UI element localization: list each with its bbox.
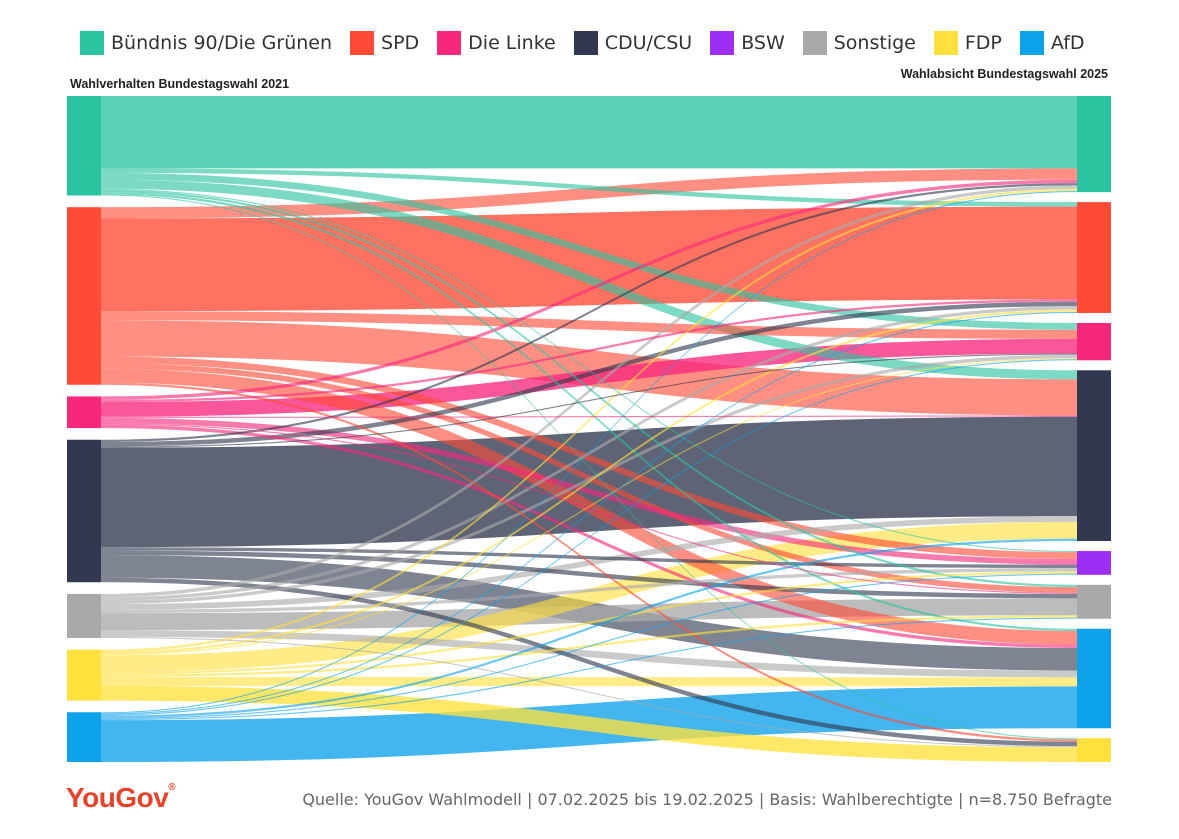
legend-label: Sonstige xyxy=(833,32,916,54)
legend-item-spd: SPD xyxy=(350,31,419,55)
registered-mark-icon: ® xyxy=(168,782,176,793)
sankey-nodes xyxy=(67,96,1111,762)
legend-swatch xyxy=(1019,31,1044,55)
flow-sonstige-to-buendnis-90-die-gruenen xyxy=(101,185,1077,598)
flow-afd-to-buendnis-90-die-gruenen xyxy=(101,190,1077,714)
flow-afd-to-spd xyxy=(101,311,1077,715)
flow-spd-to-die-linke xyxy=(101,311,1077,339)
flow-buendnis-90-die-gruenen-to-afd xyxy=(101,192,1077,631)
flow-buendnis-90-die-gruenen-to-bsw xyxy=(101,188,1077,553)
left-node-spd xyxy=(67,207,101,385)
flow-sonstige-to-spd xyxy=(101,306,1077,601)
right-node-afd xyxy=(1077,628,1111,729)
legend-swatch xyxy=(437,31,462,55)
legend-label: CDU/CSU xyxy=(604,32,693,54)
left-axis-title: Wahlverhalten Bundestagswahl 2021 xyxy=(70,77,290,91)
flow-die-linke-to-afd xyxy=(101,424,1077,648)
flow-fdp-to-spd xyxy=(101,309,1077,655)
flow-die-linke-to-buendnis-90-die-gruenen xyxy=(101,179,1077,400)
left-node-die-linke xyxy=(67,396,101,429)
flow-spd-to-fdp xyxy=(101,382,1077,742)
yougov-logo: YouGov® xyxy=(66,782,176,814)
left-node-afd xyxy=(67,712,101,762)
flow-buendnis-90-die-gruenen-to-sonstige xyxy=(101,189,1077,588)
brand-text: YouGov xyxy=(66,782,169,813)
flow-fdp-to-buendnis-90-die-gruenen xyxy=(101,188,1077,652)
flow-die-linke-to-spd xyxy=(101,299,1077,403)
legend-label: SPD xyxy=(381,32,420,54)
right-node-sonstige xyxy=(1077,584,1111,619)
right-axis-title: Wahlabsicht Bundestagswahl 2025 xyxy=(900,67,1108,81)
flow-sonstige-to-afd xyxy=(101,630,1077,678)
left-node-buendnis-90-die-gruenen xyxy=(67,96,101,196)
legend-swatch xyxy=(350,31,375,55)
left-node-sonstige xyxy=(67,593,101,639)
flow-afd-to-die-linke xyxy=(101,359,1077,716)
legend-item-afd: AfD xyxy=(1019,31,1085,55)
legend-item-fdp: FDP xyxy=(933,31,1002,55)
right-node-buendnis-90-die-gruenen xyxy=(1077,96,1111,193)
flow-spd-to-bsw xyxy=(101,356,1077,559)
legend-label: Bündnis 90/Die Grünen xyxy=(111,32,333,54)
right-node-bsw xyxy=(1077,551,1111,575)
flow-cdu-csu-to-spd xyxy=(101,301,1077,447)
flow-fdp-to-die-linke xyxy=(101,358,1077,656)
left-node-fdp xyxy=(67,649,101,701)
flow-die-linke-to-bsw xyxy=(101,417,1077,565)
flow-afd-to-bsw xyxy=(101,573,1077,720)
legend-label: BSW xyxy=(741,32,785,54)
legend-item-bsw: BSW xyxy=(710,31,785,55)
flow-die-linke-to-sonstige xyxy=(101,423,1077,594)
right-node-die-linke xyxy=(1077,322,1111,361)
legend-swatch xyxy=(80,31,104,55)
flow-spd-to-cdu-csu xyxy=(101,320,1077,416)
flow-fdp-to-fdp xyxy=(101,685,1077,762)
sankey-links xyxy=(101,96,1077,762)
flow-fdp-to-afd xyxy=(101,676,1077,687)
flow-die-linke-to-cdu-csu xyxy=(101,415,1077,418)
flow-sonstige-to-bsw xyxy=(101,568,1077,614)
flow-cdu-csu-to-buendnis-90-die-gruenen xyxy=(101,183,1077,443)
legend-item-die-linke: Die Linke xyxy=(437,31,556,55)
flow-buendnis-90-die-gruenen-to-spd xyxy=(101,168,1077,207)
legend-item-buendnis-90-die-gruenen: Bündnis 90/Die Grünen xyxy=(80,31,332,55)
flow-sonstige-to-fdp xyxy=(101,636,1077,748)
source-note: Quelle: YouGov Wahlmodell | 07.02.2025 b… xyxy=(302,790,1112,809)
flow-sonstige-to-die-linke xyxy=(101,354,1077,605)
left-node-cdu-csu xyxy=(67,439,101,583)
flow-buendnis-90-die-gruenen-to-fdp xyxy=(101,194,1077,740)
flow-cdu-csu-to-die-linke xyxy=(101,353,1077,448)
footer: YouGov® Quelle: YouGov Wahlmodell | 07.0… xyxy=(0,782,1179,816)
flow-buendnis-90-die-gruenen-to-cdu-csu xyxy=(101,179,1077,380)
right-node-fdp xyxy=(1077,738,1111,762)
flow-fdp-to-bsw xyxy=(101,571,1077,675)
legend-swatch xyxy=(573,31,598,55)
flow-buendnis-90-die-gruenen-to-die-linke xyxy=(101,172,1077,330)
legend-item-sonstige: Sonstige xyxy=(802,31,916,55)
flow-buendnis-90-die-gruenen-to-buendnis-90-die-gruenen xyxy=(101,96,1077,169)
flow-afd-to-sonstige xyxy=(101,617,1077,721)
right-node-spd xyxy=(1077,202,1111,313)
flow-cdu-csu-to-fdp xyxy=(101,577,1077,747)
flow-afd-to-cdu-csu xyxy=(101,538,1077,718)
flow-spd-to-spd xyxy=(101,206,1077,312)
legend-swatch xyxy=(933,31,958,55)
legend: Bündnis 90/Die Grünen SPD Die Linke CDU/CSU… xyxy=(80,28,1103,58)
legend-swatch xyxy=(802,31,827,55)
flow-fdp-to-cdu-csu xyxy=(101,521,1077,673)
legend-swatch xyxy=(710,31,735,55)
legend-label: Die Linke xyxy=(468,32,556,54)
right-node-cdu-csu xyxy=(1077,370,1111,542)
legend-label: FDP xyxy=(964,32,1002,54)
legend-item-cdu-csu: CDU/CSU xyxy=(573,31,693,55)
legend-label: AfD xyxy=(1050,32,1085,54)
flow-cdu-csu-to-sonstige xyxy=(101,550,1077,599)
